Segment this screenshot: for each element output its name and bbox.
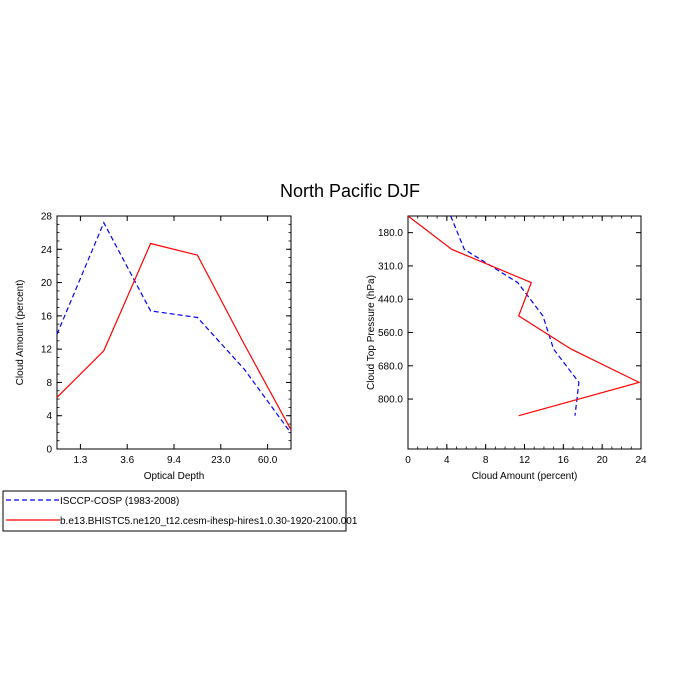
y-tick-label: 800.0 bbox=[378, 395, 403, 406]
x-tick-label: 23.0 bbox=[211, 455, 231, 466]
series-line-isccp bbox=[57, 221, 291, 434]
x-tick-label: 12 bbox=[519, 455, 531, 466]
x-tick-label: 9.4 bbox=[167, 455, 181, 466]
series-line-model bbox=[57, 242, 291, 431]
x-tick-label: 1.3 bbox=[73, 455, 87, 466]
y-tick-label: 0 bbox=[46, 445, 52, 456]
x-tick-label: 24 bbox=[635, 455, 647, 466]
series-line-model bbox=[408, 216, 641, 417]
legend-label-isccp: ISCCP-COSP (1983-2008) bbox=[60, 496, 179, 507]
x-tick-label: 60.0 bbox=[258, 455, 278, 466]
y-tick-label: 560.0 bbox=[378, 328, 403, 339]
x-tick-label: 8 bbox=[483, 455, 489, 466]
optical-depth-panel: 1.3 3.6 9.4 23.0 60.0 0 4 8 12 16 20 24 28 Optical De… bbox=[15, 212, 292, 482]
cloud-top-pressure-panel: 0 4 8 12 16 20 24 180.0 310.0 440.0 560.0 680.0 800.… bbox=[366, 215, 647, 482]
x-tick-label: 3.6 bbox=[120, 455, 134, 466]
x-axis-title: Cloud Amount (percent) bbox=[472, 471, 578, 482]
legend-box bbox=[2, 490, 347, 532]
y-tick-label: 20 bbox=[41, 278, 53, 289]
legend-label-model: b.e13.BHISTC5.ne120_t12.cesm-ihesp-hires… bbox=[60, 516, 358, 527]
x-tick-label: 16 bbox=[558, 455, 570, 466]
y-tick-label: 16 bbox=[41, 311, 53, 322]
y-tick-label: 440.0 bbox=[378, 295, 403, 306]
x-tick-label: 20 bbox=[597, 455, 609, 466]
y-tick-label: 12 bbox=[41, 345, 53, 356]
y-axis-title: Cloud Top Pressure (hPa) bbox=[366, 275, 377, 390]
y-tick-label: 310.0 bbox=[378, 261, 403, 272]
y-tick-label: 24 bbox=[41, 245, 53, 256]
series-line-isccp bbox=[450, 216, 580, 416]
x-axis-title: Optical Depth bbox=[144, 471, 205, 482]
y-axis-title: Cloud Amount (percent) bbox=[15, 280, 26, 386]
figure-title: North Pacific DJF bbox=[280, 181, 420, 201]
y-tick-label: 28 bbox=[41, 212, 53, 223]
y-tick-label: 680.0 bbox=[378, 361, 403, 372]
y-tick-label: 8 bbox=[46, 378, 52, 389]
legend: ISCCP-COSP (1983-2008) b.e13.BHISTC5.ne1… bbox=[2, 490, 358, 532]
x-tick-label: 4 bbox=[444, 455, 450, 466]
x-tick-label: 0 bbox=[405, 455, 411, 466]
y-tick-label: 180.0 bbox=[378, 228, 403, 239]
y-tick-label: 4 bbox=[46, 411, 52, 422]
